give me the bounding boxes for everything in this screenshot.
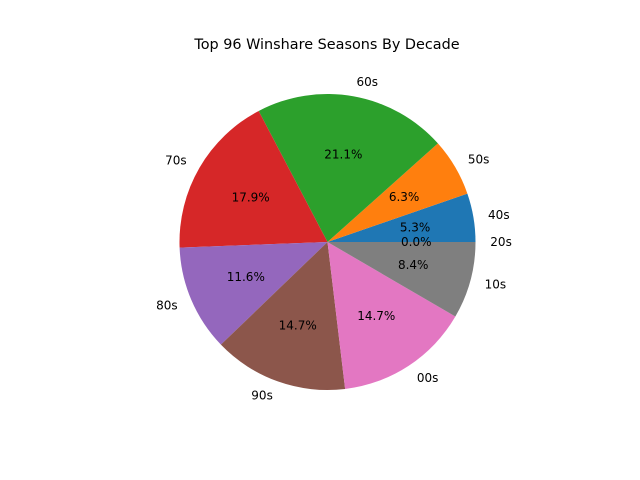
- pie-slice-70s: [179, 110, 328, 248]
- pct-label-20s: 0.0%: [401, 235, 432, 249]
- slice-label-20s: 20s: [490, 235, 512, 249]
- pie-slice-10s: [327, 242, 476, 317]
- pct-label-00s: 14.7%: [357, 309, 395, 323]
- pct-label-40s: 5.3%: [400, 220, 431, 234]
- pie-labels: 40s 5.3% 50s 6.3% 60s 21.1% 70s 17.9% 80s 11.6% 90…: [156, 75, 512, 403]
- pie-slices: [179, 93, 476, 391]
- pie-slice-00s: [327, 242, 456, 389]
- pie-slice-50s: [327, 143, 468, 242]
- slice-label-40s: 40s: [488, 208, 510, 222]
- pct-label-70s: 17.9%: [232, 191, 270, 205]
- pct-label-10s: 8.4%: [398, 258, 429, 272]
- pie-slice-40s: [327, 193, 476, 242]
- pct-label-80s: 11.6%: [227, 270, 265, 284]
- pct-label-60s: 21.1%: [324, 148, 362, 162]
- pie-slice-90s: [220, 242, 346, 391]
- pct-label-90s: 14.7%: [279, 319, 317, 333]
- pie-slice-60s: [258, 93, 438, 242]
- chart-title: Top 96 Winshare Seasons By Decade: [193, 37, 459, 53]
- slice-label-90s: 90s: [251, 388, 273, 402]
- slice-label-00s: 00s: [417, 371, 439, 385]
- slice-label-10s: 10s: [485, 277, 507, 291]
- slice-label-70s: 70s: [165, 153, 187, 167]
- slice-label-60s: 60s: [356, 75, 378, 89]
- pct-label-50s: 6.3%: [389, 190, 420, 204]
- pie-slice-80s: [179, 242, 328, 345]
- slice-label-50s: 50s: [468, 153, 490, 167]
- slice-label-80s: 80s: [156, 299, 178, 313]
